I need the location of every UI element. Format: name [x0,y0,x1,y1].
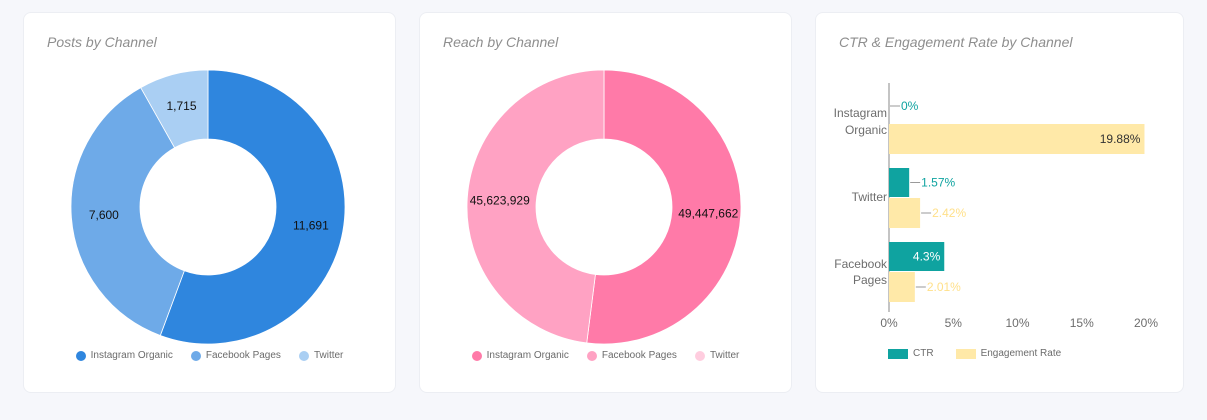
legend-item-instagram-organic[interactable]: Instagram Organic [75,350,173,361]
donut-slice-facebook-pages[interactable] [70,87,185,336]
bar-value-label: 19.88% [1100,132,1141,146]
legend-item-instagram-organic[interactable]: Instagram Organic [471,350,569,361]
legend-label: Engagement Rate [980,348,1062,359]
engagement-rate-bar[interactable] [889,272,915,302]
category-label: Pages [853,273,887,287]
engagement-rate-bar[interactable] [889,124,1145,154]
ctr-bar[interactable] [889,242,945,271]
legend-swatch-icon [586,350,597,361]
slice-value-label: 45,623,929 [470,193,530,207]
donut-slice-instagram-organic[interactable] [159,69,346,345]
posts-by-channel-card: Posts by Channel 11,691 7,600 1,715 Instag… [23,12,396,393]
legend-swatch-icon [471,350,482,361]
legend-label: Instagram Organic [486,350,569,361]
legend-item-twitter[interactable]: Twitter [694,350,740,361]
legend-item-facebook-pages[interactable]: Facebook Pages [190,350,281,361]
chart-legend: Instagram Organic Facebook Pages Twitter [420,350,791,361]
legend-swatch-icon [955,348,976,359]
donut-slice-instagram-organic[interactable] [586,69,742,345]
legend-label: Twitter [709,350,740,361]
legend-swatch-icon [888,348,908,359]
bar-value-label: 2.42% [932,206,966,220]
legend-label: Facebook Pages [205,350,281,361]
legend-label: Facebook Pages [601,350,677,361]
bar-value-label: 1.57% [921,176,955,190]
donut-slice-twitter[interactable] [140,69,209,149]
reach-donut-chart: 49,447,662 45,623,929 [466,69,742,345]
bar-value-label: 4.3% [913,250,941,264]
x-tick-label: 5% [945,316,963,330]
slice-value-label: 7,600 [89,208,119,222]
bar-value-label: 0% [901,99,919,113]
legend-swatch-icon [190,350,201,361]
legend-item-twitter[interactable]: Twitter [298,350,344,361]
legend-label: CTR [913,348,934,359]
x-tick-label: 15% [1070,316,1094,330]
legend-label: Instagram Organic [90,350,173,361]
legend-item-engagement-rate[interactable]: Engagement Rate [955,348,1062,359]
reach-by-channel-card: Reach by Channel 49,447,662 45,623,929 In… [419,12,792,393]
legend-swatch-icon [75,350,86,361]
bar-value-label: 2.01% [927,280,961,294]
ctr-engagement-bar-chart: 0% 5% 10% 15% 20% Instagram Organic 0% 19.88% Twi… [834,83,1158,330]
legend-swatch-icon [298,350,309,361]
donut-slice-facebook-pages[interactable] [466,69,605,344]
category-label: Facebook [834,257,888,271]
category-label: Instagram [834,106,887,120]
x-tick-label: 10% [1005,316,1029,330]
ctr-bar[interactable] [889,168,910,197]
posts-donut-chart: 11,691 7,600 1,715 [70,69,346,345]
category-label: Organic [845,123,887,137]
x-tick-label: 20% [1134,316,1158,330]
chart-legend: CTR Engagement Rate [888,348,1207,359]
legend-item-ctr[interactable]: CTR [888,348,934,359]
legend-item-facebook-pages[interactable]: Facebook Pages [586,350,677,361]
ctr-engagement-card: CTR & Engagement Rate by Channel 0% 5% 10%… [815,12,1184,393]
category-label: Twitter [852,190,887,204]
card-title: CTR & Engagement Rate by Channel [839,34,1073,50]
slice-value-label: 1,715 [166,99,196,113]
engagement-rate-bar[interactable] [889,198,921,228]
x-tick-label: 0% [880,316,898,330]
slice-value-label: 11,691 [293,218,329,232]
card-title: Posts by Channel [47,34,157,50]
slice-value-label: 49,447,662 [678,207,738,221]
card-title: Reach by Channel [443,34,559,50]
legend-swatch-icon [694,350,705,361]
chart-legend: Instagram Organic Facebook Pages Twitter [24,350,395,361]
legend-label: Twitter [313,350,344,361]
